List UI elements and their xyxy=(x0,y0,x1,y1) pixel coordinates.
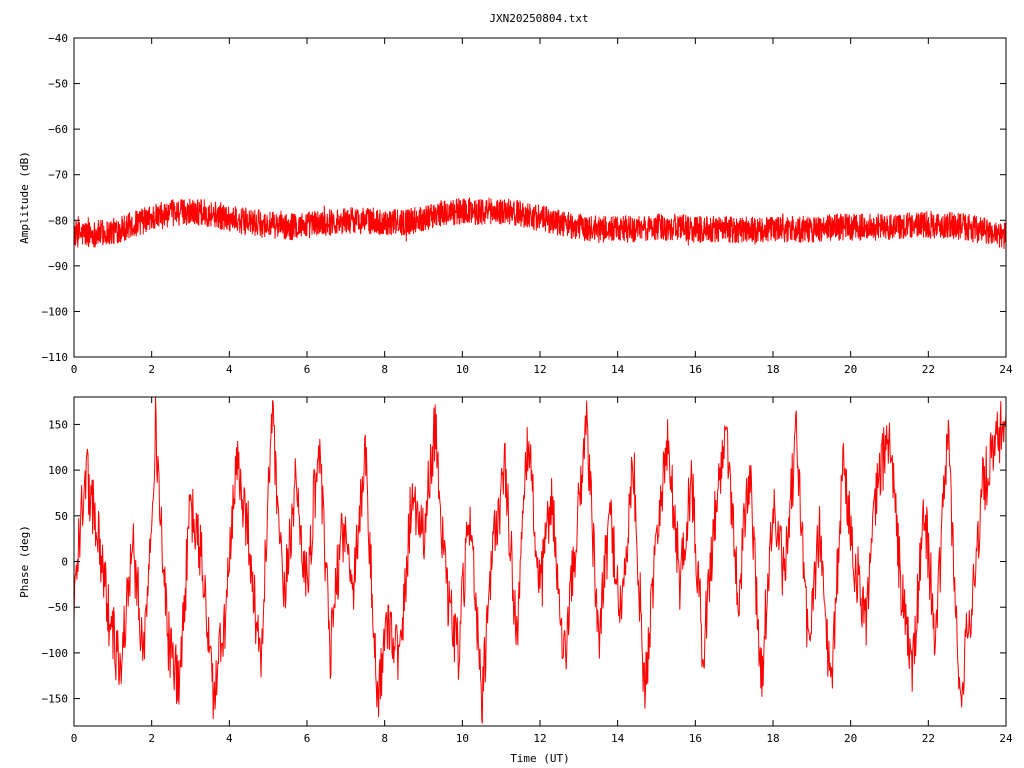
x-tick-label: 12 xyxy=(533,363,546,376)
amplitude-plot-frame xyxy=(73,37,1007,358)
amplitude-plot-series-line xyxy=(73,197,1007,250)
phase-plot-area: 0 2 4 6 8 10 12 14 16 18 20 22 24−150−100−5005010015… xyxy=(18,396,1013,765)
x-tick-label: 8 xyxy=(381,732,388,745)
chart-title: JXN20250804.txt xyxy=(489,12,588,25)
phase-plot-frame xyxy=(73,396,1007,727)
y-tick-label: −60 xyxy=(48,123,68,136)
x-tick-label: 18 xyxy=(766,363,779,376)
y-tick-label: 150 xyxy=(48,418,68,431)
x-tick-label: 22 xyxy=(922,732,935,745)
y-tick-label: −100 xyxy=(42,305,69,318)
x-tick-label: 12 xyxy=(533,732,546,745)
x-tick-label: 2 xyxy=(148,732,155,745)
x-tick-label: 18 xyxy=(766,732,779,745)
y-tick-label: −150 xyxy=(42,693,69,706)
x-tick-label: 22 xyxy=(922,363,935,376)
y-tick-label: −110 xyxy=(42,351,69,364)
amplitude-plot-ylabel: Amplitude (dB) xyxy=(18,151,31,244)
x-tick-label: 16 xyxy=(689,363,702,376)
x-tick-label: 0 xyxy=(71,363,78,376)
y-tick-label: −80 xyxy=(48,214,68,227)
x-tick-label: 6 xyxy=(304,732,311,745)
x-tick-label: 2 xyxy=(148,363,155,376)
y-tick-label: −50 xyxy=(48,78,68,91)
x-tick-label: 24 xyxy=(999,732,1013,745)
phase-plot-ylabel: Phase (deg) xyxy=(18,525,31,598)
y-tick-label: −100 xyxy=(42,647,69,660)
y-tick-label: −90 xyxy=(48,260,68,273)
x-tick-label: 4 xyxy=(226,363,233,376)
x-tick-label: 20 xyxy=(844,732,857,745)
x-tick-label: 0 xyxy=(71,732,78,745)
x-tick-label: 20 xyxy=(844,363,857,376)
x-tick-label: 24 xyxy=(999,363,1013,376)
y-tick-label: 100 xyxy=(48,464,68,477)
amplitude-plot-area: 0 2 4 6 8 10 12 14 16 18 20 22 24−110−100−90−80−70−6… xyxy=(18,32,1013,376)
x-tick-label: 4 xyxy=(226,732,233,745)
y-tick-label: 50 xyxy=(55,510,68,523)
phase-plot-series-line xyxy=(73,396,1007,724)
y-tick-label: −50 xyxy=(48,601,68,614)
y-tick-label: 0 xyxy=(61,556,68,569)
y-tick-label: −70 xyxy=(48,169,68,182)
x-tick-label: 14 xyxy=(611,732,625,745)
x-tick-label: 10 xyxy=(456,363,469,376)
phase-plot-xlabel: Time (UT) xyxy=(510,752,570,765)
x-tick-label: 6 xyxy=(304,363,311,376)
y-tick-label: −40 xyxy=(48,32,68,45)
x-tick-label: 16 xyxy=(689,732,702,745)
x-tick-label: 8 xyxy=(381,363,388,376)
x-tick-label: 14 xyxy=(611,363,625,376)
x-tick-label: 10 xyxy=(456,732,469,745)
